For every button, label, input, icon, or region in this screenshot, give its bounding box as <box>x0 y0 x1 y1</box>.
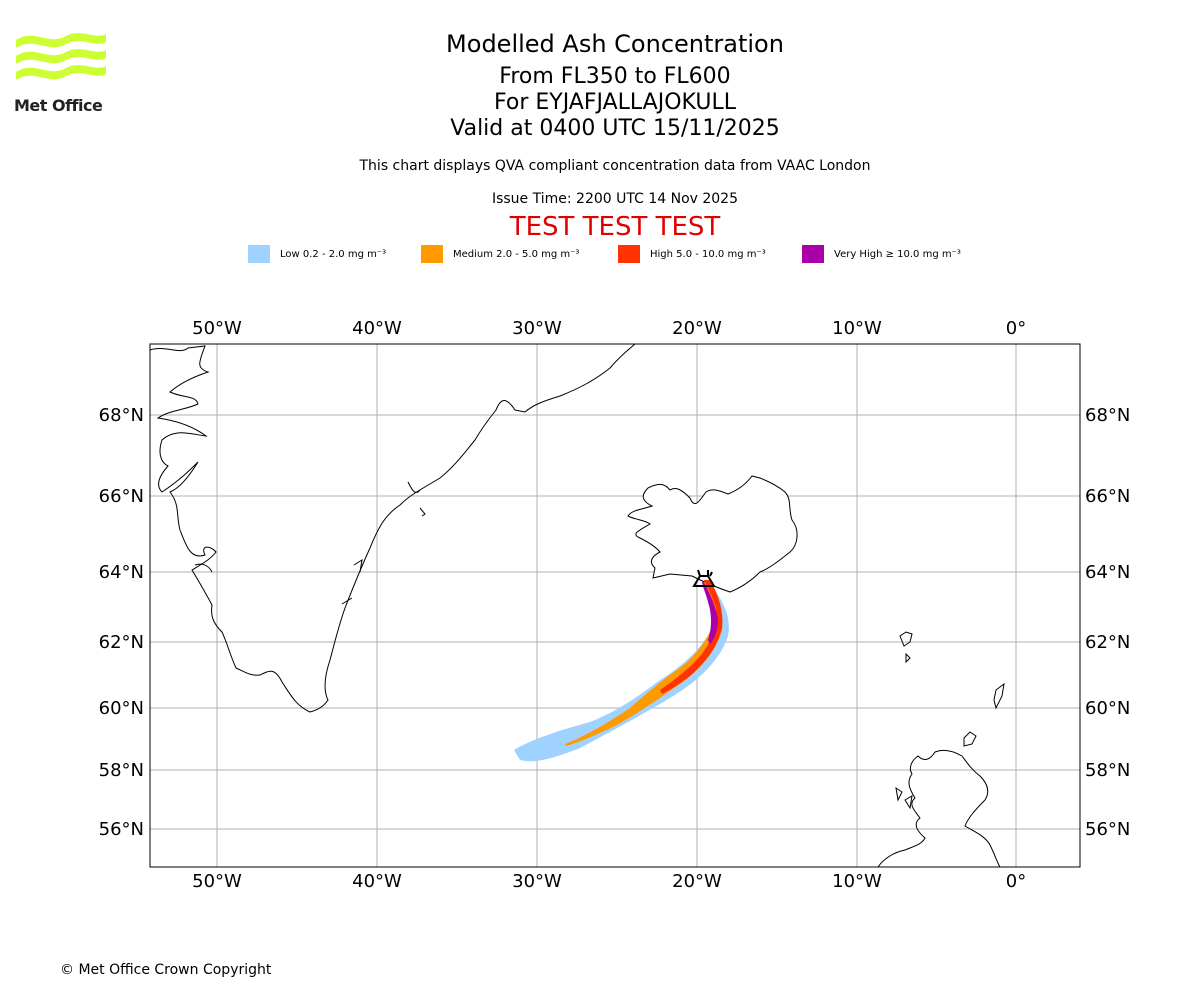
lat-label-right-62n: 62°N <box>1085 632 1130 653</box>
lat-label-left-64n: 64°N <box>99 562 144 583</box>
scotland-coastline <box>877 682 1005 868</box>
legend-item-very-high: Very High ≥ 10.0 mg m⁻³ <box>802 244 961 264</box>
legend-item-low: Low 0.2 - 2.0 mg m⁻³ <box>248 244 386 264</box>
legend-swatch-high <box>618 245 640 263</box>
copyright-notice: © Met Office Crown Copyright <box>60 962 272 978</box>
lon-label-top-10w: 10°W <box>832 318 882 339</box>
iceland-coastline <box>627 475 798 593</box>
lat-label-left-58n: 58°N <box>99 760 144 781</box>
lat-label-left-60n: 60°N <box>99 698 144 719</box>
lon-label-top-20w: 20°W <box>672 318 722 339</box>
test-banner: TEST TEST TEST <box>509 212 721 242</box>
logo-text: Met Office <box>14 96 103 115</box>
met-office-logo: Met Office <box>14 30 109 115</box>
lon-label-top-40w: 40°W <box>352 318 402 339</box>
lat-label-right-68n: 68°N <box>1085 405 1130 426</box>
volcano-icon <box>692 569 716 587</box>
lat-label-right-60n: 60°N <box>1085 698 1130 719</box>
lon-label-top-30w: 30°W <box>512 318 562 339</box>
legend-label-high: High 5.0 - 10.0 mg m⁻³ <box>650 248 766 260</box>
chart-description: This chart displays QVA compliant concen… <box>359 158 871 174</box>
chart-title: Modelled Ash Concentration <box>446 30 784 58</box>
greenland-coastline <box>149 343 636 713</box>
lat-label-right-66n: 66°N <box>1085 486 1130 507</box>
lat-label-right-58n: 58°N <box>1085 760 1130 781</box>
lon-label-bottom-40w: 40°W <box>352 871 402 892</box>
ash-very-high-concentration <box>702 582 718 644</box>
legend-label-low: Low 0.2 - 2.0 mg m⁻³ <box>280 248 387 260</box>
lat-label-right-56n: 56°N <box>1085 819 1130 840</box>
lon-label-top-50w: 50°W <box>192 318 242 339</box>
ash-medium-concentration <box>565 582 723 746</box>
lon-label-bottom-20w: 20°W <box>672 871 722 892</box>
legend-swatch-medium <box>421 245 443 263</box>
faroe-islands <box>899 631 913 664</box>
lon-label-bottom-50w: 50°W <box>192 871 242 892</box>
lon-label-top-0: 0° <box>1006 318 1026 339</box>
legend-swatch-low <box>248 245 270 263</box>
legend-item-high: High 5.0 - 10.0 mg m⁻³ <box>618 244 766 264</box>
lat-label-left-66n: 66°N <box>99 486 144 507</box>
legend-swatch-very-high <box>802 245 824 263</box>
valid-time: Valid at 0400 UTC 15/11/2025 <box>450 116 780 141</box>
legend-item-medium: Medium 2.0 - 5.0 mg m⁻³ <box>421 244 579 264</box>
flight-levels: From FL350 to FL600 <box>499 64 731 89</box>
lat-label-right-64n: 64°N <box>1085 562 1130 583</box>
legend-label-very-high: Very High ≥ 10.0 mg m⁻³ <box>834 248 961 260</box>
lon-label-bottom-10w: 10°W <box>832 871 882 892</box>
map-grid <box>150 344 1080 867</box>
legend-label-medium: Medium 2.0 - 5.0 mg m⁻³ <box>453 248 580 260</box>
lat-label-left-68n: 68°N <box>99 405 144 426</box>
met-office-wave-logo <box>16 33 106 80</box>
ash-high-concentration <box>660 580 723 694</box>
lat-label-left-62n: 62°N <box>99 632 144 653</box>
issue-time: Issue Time: 2200 UTC 14 Nov 2025 <box>491 191 739 207</box>
lat-label-left-56n: 56°N <box>99 819 144 840</box>
lon-label-bottom-30w: 30°W <box>512 871 562 892</box>
map-frame <box>149 343 1081 868</box>
lon-label-bottom-0: 0° <box>1006 871 1026 892</box>
volcano-name: For EYJAFJALLAJOKULL <box>494 90 736 115</box>
